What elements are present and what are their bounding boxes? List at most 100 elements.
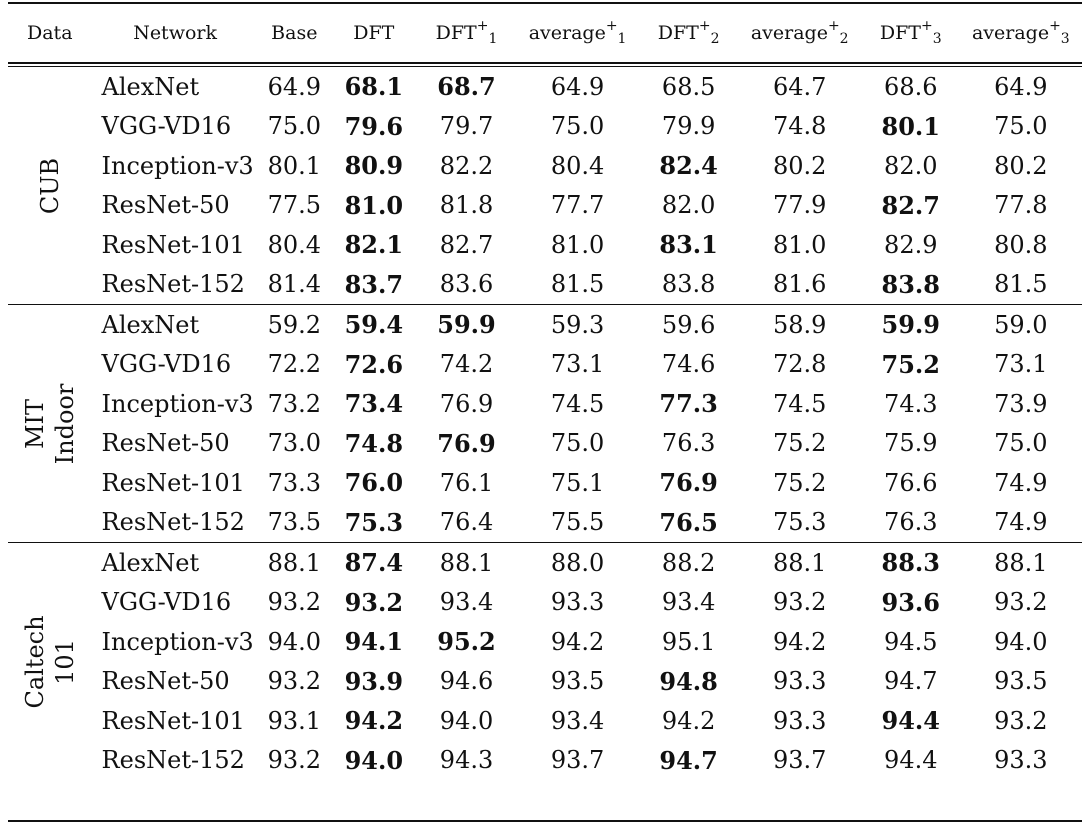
value-cell: 73.9 [994, 389, 1048, 418]
value-cell: 77.3 [659, 389, 718, 419]
value-cell: 93.4 [661, 588, 716, 617]
value-cell: 82.0 [884, 151, 938, 180]
header-average-plus-3: average+3 [971, 18, 1070, 47]
value-cell: 72.6 [344, 349, 404, 379]
value-cell: 74.9 [994, 468, 1048, 497]
header-average-plus-1: average+1 [528, 18, 627, 47]
table-row: Inception-v3 94.0 94.1 95.2 94.2 95.1 94.2 94.5… [8, 622, 1082, 662]
dataset-label: MIT Indoor [20, 383, 80, 464]
network-name: ResNet-101 [101, 706, 245, 735]
results-table-container: Data Network Base DFT DFT+1 average+1 DF… [8, 0, 1082, 822]
value-cell: 73.1 [550, 350, 605, 379]
value-cell: 93.6 [881, 587, 940, 617]
value-cell: 93.7 [772, 746, 827, 775]
value-cell: 59.6 [639, 304, 738, 345]
value-cell: 93.4 [439, 588, 494, 617]
value-cell: 64.9 [258, 66, 330, 107]
value-cell: 81.6 [772, 270, 827, 299]
value-cell: 76.9 [437, 428, 496, 458]
value-cell: 75.2 [772, 468, 827, 497]
value-cell: 94.4 [884, 746, 938, 775]
value-cell: 93.5 [994, 667, 1048, 696]
header-base: Base [271, 22, 318, 44]
dataset-label-line2: 101 [50, 638, 79, 685]
value-cell: 75.0 [550, 112, 605, 141]
table-row: VGG-VD16 72.2 72.6 74.2 73.1 74.6 72.8 75.2 73.1 [8, 345, 1082, 385]
value-cell: 59.3 [515, 304, 640, 345]
header-network: Network [133, 22, 217, 44]
value-cell: 75.0 [550, 429, 605, 458]
value-cell: 83.8 [661, 270, 716, 299]
value-cell: 93.2 [267, 588, 322, 617]
value-cell: 82.4 [659, 151, 718, 181]
network-name: ResNet-152 [101, 508, 245, 537]
network-name: ResNet-50 [101, 667, 230, 696]
value-cell: 64.9 [515, 66, 640, 107]
value-cell: 59.4 [329, 304, 418, 345]
value-cell: 94.7 [659, 745, 718, 775]
table-row: ResNet-50 73.0 74.8 76.9 75.0 76.3 75.2 75.9 75.… [8, 424, 1082, 464]
value-cell: 75.3 [772, 508, 827, 537]
dataset-label-line2: Indoor [50, 383, 79, 464]
value-cell: 94.3 [439, 746, 494, 775]
value-cell: 87.4 [329, 542, 418, 583]
value-cell: 93.2 [267, 746, 322, 775]
value-cell: 74.8 [772, 112, 827, 141]
network-name: ResNet-50 [101, 429, 230, 458]
value-cell: 82.7 [881, 190, 940, 220]
value-cell: 79.6 [344, 111, 404, 141]
value-cell: 93.5 [550, 667, 605, 696]
table-row: ResNet-101 80.4 82.1 82.7 81.0 83.1 81.0 82.9 80… [8, 225, 1082, 265]
value-cell: 74.6 [661, 350, 716, 379]
value-cell: 94.6 [439, 667, 494, 696]
value-cell: 68.6 [861, 66, 960, 107]
value-cell: 94.0 [994, 627, 1048, 656]
header-dft-plus-1: DFT+1 [435, 18, 498, 47]
value-cell: 82.7 [439, 230, 494, 259]
table-bottom-rule [8, 820, 1082, 822]
value-cell: 74.5 [772, 389, 827, 418]
value-cell: 80.4 [267, 230, 322, 259]
value-cell: 94.2 [344, 706, 404, 736]
table-row: ResNet-50 93.2 93.9 94.6 93.5 94.8 93.3 94.7 93.… [8, 662, 1082, 702]
network-name: Inception-v3 [101, 389, 254, 418]
value-cell: 81.5 [994, 270, 1048, 299]
value-cell: 59.9 [861, 304, 960, 345]
table-row: ResNet-101 93.1 94.2 94.0 93.4 94.2 93.3 94.4 93… [8, 701, 1082, 741]
value-cell: 76.0 [344, 468, 404, 498]
value-cell: 94.2 [661, 706, 716, 735]
value-cell: 94.0 [439, 706, 494, 735]
network-name: VGG-VD16 [101, 350, 232, 379]
value-cell: 77.5 [267, 191, 322, 220]
value-cell: 73.0 [267, 429, 322, 458]
value-cell: 80.2 [994, 151, 1048, 180]
value-cell: 81.0 [772, 230, 827, 259]
value-cell: 64.7 [737, 66, 862, 107]
value-cell: 94.4 [881, 706, 940, 736]
value-cell: 81.4 [267, 270, 322, 299]
value-cell: 93.2 [994, 706, 1048, 735]
table-row: VGG-VD16 93.2 93.2 93.4 93.3 93.4 93.2 93.6 93.2 [8, 583, 1082, 623]
dataset-label-line1: CUB [35, 157, 64, 214]
table-row: ResNet-50 77.5 81.0 81.8 77.7 82.0 77.9 82.7 77.… [8, 186, 1082, 226]
value-cell: 75.0 [994, 429, 1048, 458]
value-cell: 81.8 [439, 191, 494, 220]
value-cell: 93.3 [550, 588, 605, 617]
value-cell: 83.7 [344, 269, 404, 299]
network-name: VGG-VD16 [101, 588, 232, 617]
value-cell: 76.6 [884, 468, 938, 497]
results-table: Data Network Base DFT DFT+1 average+1 DF… [8, 0, 1082, 780]
dataset-label-cell: CUB [8, 66, 92, 305]
dataset-label: CUB [35, 157, 65, 213]
header-data: Data [27, 22, 73, 44]
value-cell: 77.9 [772, 191, 827, 220]
value-cell: 94.2 [550, 627, 605, 656]
table-row: Inception-v3 80.1 80.9 82.2 80.4 82.4 80.2 82.0… [8, 146, 1082, 186]
value-cell: 82.9 [884, 230, 938, 259]
value-cell: 76.3 [661, 429, 716, 458]
value-cell: 75.1 [550, 468, 605, 497]
value-cell: 79.7 [439, 112, 494, 141]
value-cell: 68.5 [639, 66, 738, 107]
network-name: AlexNet [91, 304, 259, 345]
value-cell: 80.4 [550, 151, 605, 180]
